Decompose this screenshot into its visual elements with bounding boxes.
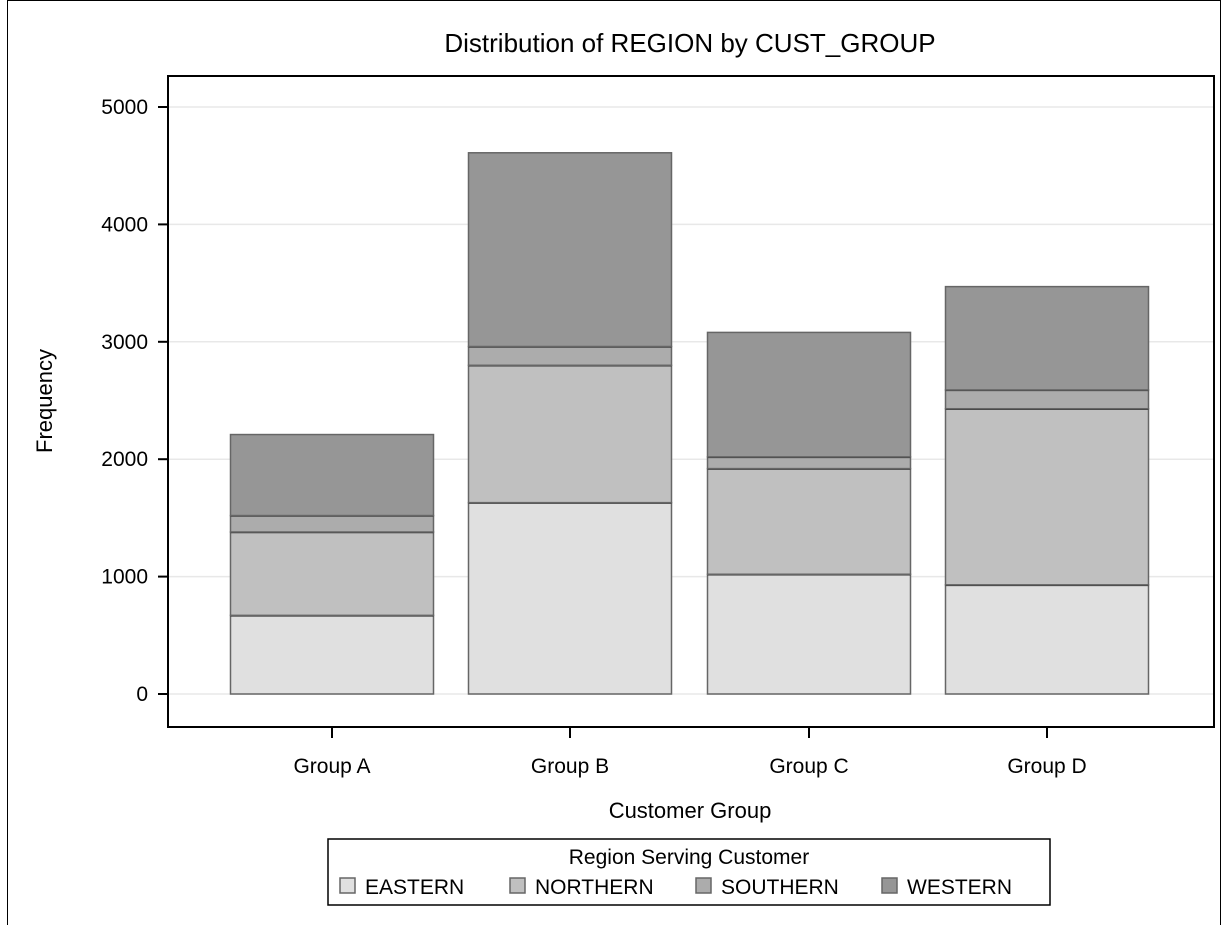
legend-swatch-western <box>881 877 898 894</box>
y-tick-label: 5000 <box>101 96 148 119</box>
bar-segment-southern <box>706 456 912 470</box>
x-axis-label: Customer Group <box>609 798 772 823</box>
legend-title: Region Serving Customer <box>569 846 809 869</box>
bar-segment-southern <box>944 389 1150 410</box>
bar-segment-eastern <box>229 614 435 695</box>
x-tick-label: Group D <box>1007 755 1086 778</box>
x-tick-label: Group A <box>293 755 370 778</box>
bar-segment-northern <box>229 531 435 617</box>
x-tick-label: Group B <box>531 755 609 778</box>
legend-label-western: WESTERN <box>907 876 1012 899</box>
legend-items: EASTERN NORTHERN SOUTHERN WESTERN <box>339 876 1012 899</box>
bar-segment-southern <box>467 345 673 367</box>
bar-segment-northern <box>944 407 1150 586</box>
legend-box <box>327 838 1051 906</box>
y-tick-label: 2000 <box>101 448 148 471</box>
plot-area-border <box>167 75 1215 728</box>
y-tick-label: 4000 <box>101 213 148 236</box>
x-axis: Group A Group B Group C Group D <box>293 727 1087 778</box>
bar-segment-western <box>706 331 912 458</box>
y-tick-label: 3000 <box>101 331 148 354</box>
legend-label-southern: SOUTHERN <box>721 876 839 899</box>
bar-segment-eastern <box>706 573 912 695</box>
bar-segment-northern <box>706 467 912 576</box>
x-tick-label: Group C <box>769 755 848 778</box>
y-axis-label: Frequency <box>32 349 57 453</box>
y-axis: 0 1000 2000 3000 4000 5000 <box>101 96 168 706</box>
bar-segment-southern <box>229 514 435 533</box>
bar-segment-eastern <box>944 584 1150 695</box>
bars <box>229 152 1150 695</box>
bar-segment-western <box>467 152 673 348</box>
legend-swatch-northern <box>509 877 526 894</box>
legend-label-northern: NORTHERN <box>535 876 654 899</box>
bar-segment-western <box>229 433 435 517</box>
bar-segment-northern <box>467 364 673 504</box>
legend-swatch-eastern <box>339 877 356 894</box>
y-tick-label: 1000 <box>101 566 148 589</box>
legend-swatch-southern <box>695 877 712 894</box>
chart-title: Distribution of REGION by CUST_GROUP <box>444 28 935 58</box>
bar-segment-eastern <box>467 501 673 695</box>
bar-segment-western <box>944 285 1150 391</box>
legend: Region Serving Customer EASTERN NORTHERN S… <box>327 838 1051 906</box>
y-tick-label: 0 <box>136 683 148 706</box>
legend-label-eastern: EASTERN <box>365 876 464 899</box>
